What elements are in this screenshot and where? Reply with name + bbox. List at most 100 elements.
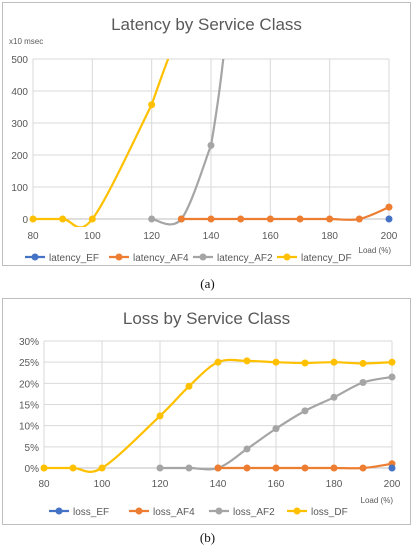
chart-title: Loss by Service Class: [122, 309, 291, 328]
series-latency_EF: [385, 215, 393, 223]
y-tick-label: 0: [22, 215, 28, 226]
data-point: [330, 464, 338, 472]
data-point: [301, 464, 309, 472]
x-tick-label: 140: [210, 479, 227, 490]
caption-b: (b): [199, 530, 216, 545]
data-point: [185, 382, 193, 390]
legend-label: latency_AF4: [133, 253, 189, 264]
legend-swatch-marker: [31, 253, 39, 261]
data-point: [59, 215, 67, 223]
series-latency_DF: [29, 59, 170, 227]
latency-chart-svg: 0 100 200 300 400 500 80 100 120 140 160 180 200 x10 …: [9, 37, 398, 264]
legend-swatch-marker: [135, 507, 143, 515]
series-latency_AF2: [148, 59, 225, 226]
loss-chart-panel: Loss by Service Class 0% 5% 10% 15% 20% 25% 30…: [2, 298, 411, 525]
data-point: [29, 215, 37, 223]
series-line: [151, 59, 225, 226]
data-point: [98, 464, 106, 472]
x-tick-label: 80: [38, 479, 50, 490]
data-point: [388, 373, 396, 381]
legend-label: loss_EF: [73, 507, 109, 518]
data-point: [207, 215, 215, 223]
series-latency_AF4: [177, 203, 393, 223]
y-tick-label: 15%: [19, 401, 39, 412]
legend-label: loss_AF4: [153, 507, 195, 518]
x-axis-label: Load (%): [361, 496, 394, 505]
data-point: [296, 215, 304, 223]
data-point: [185, 464, 193, 472]
y-tick-label: 5%: [25, 443, 40, 454]
y-tick-label: 300: [11, 119, 28, 130]
y-axis-label: x10 msec: [9, 37, 43, 46]
data-point: [177, 215, 185, 223]
data-point: [156, 464, 164, 472]
data-point: [301, 359, 309, 367]
data-point: [326, 215, 334, 223]
data-point: [243, 445, 251, 453]
legend-swatch-marker: [199, 253, 207, 261]
data-point: [156, 412, 164, 420]
x-tick-label: 80: [27, 231, 39, 242]
legend-swatch-marker: [115, 253, 123, 261]
x-tick-label: 200: [384, 479, 401, 490]
x-tick-label: 160: [268, 479, 285, 490]
data-point: [388, 358, 396, 366]
data-point: [385, 215, 393, 223]
data-point: [330, 393, 338, 401]
data-point: [272, 425, 280, 433]
data-point: [237, 215, 245, 223]
series-line: [32, 59, 170, 227]
x-tick-label: 180: [321, 231, 338, 242]
legend-swatch-marker: [293, 507, 301, 515]
data-point: [40, 464, 48, 472]
y-tick-label: 100: [11, 183, 28, 194]
data-point: [214, 358, 222, 366]
series-loss_EF: [388, 464, 396, 472]
x-tick-label: 100: [94, 479, 111, 490]
data-point: [243, 464, 251, 472]
y-tick-label: 0%: [25, 464, 40, 475]
data-point: [355, 215, 363, 223]
x-tick-label: 120: [152, 479, 169, 490]
y-tick-label: 10%: [19, 422, 39, 433]
data-point: [272, 464, 280, 472]
y-tick-label: 500: [11, 55, 28, 66]
y-tick-label: 200: [11, 151, 28, 162]
data-point: [330, 358, 338, 366]
data-point: [207, 141, 215, 149]
x-tick-label: 180: [326, 479, 343, 490]
data-point: [359, 359, 367, 367]
data-point: [214, 464, 222, 472]
x-tick-label: 140: [203, 231, 220, 242]
loss-chart-svg: 0% 5% 10% 15% 20% 25% 30% 80 100 120 140 160 180 200 L…: [19, 337, 401, 518]
data-point: [272, 358, 280, 366]
caption-a: (a): [200, 276, 215, 291]
x-axis-label: Load (%): [359, 246, 392, 255]
x-tick-label: 100: [84, 231, 101, 242]
data-point: [148, 215, 156, 223]
chart-title: Latency by Service Class: [111, 15, 302, 34]
legend-swatch-marker: [283, 253, 291, 261]
series-loss_AF4: [214, 460, 396, 472]
data-point: [243, 357, 251, 365]
y-tick-label: 25%: [19, 358, 39, 369]
x-tick-label: 200: [381, 231, 398, 242]
data-point: [301, 407, 309, 415]
x-tick-label: 120: [143, 231, 160, 242]
data-point: [359, 464, 367, 472]
legend-swatch-marker: [215, 507, 223, 515]
data-point: [148, 101, 156, 109]
data-point: [69, 464, 77, 472]
legend-label: loss_AF2: [233, 507, 275, 518]
series-loss_DF: [40, 357, 396, 473]
data-point: [388, 464, 396, 472]
y-tick-label: 400: [11, 87, 28, 98]
legend-label: loss_DF: [311, 507, 348, 518]
y-tick-label: 30%: [19, 337, 39, 348]
y-tick-label: 20%: [19, 379, 39, 390]
x-tick-label: 160: [262, 231, 279, 242]
data-point: [359, 378, 367, 386]
data-point: [266, 215, 274, 223]
data-point: [385, 203, 393, 211]
data-point: [88, 215, 96, 223]
